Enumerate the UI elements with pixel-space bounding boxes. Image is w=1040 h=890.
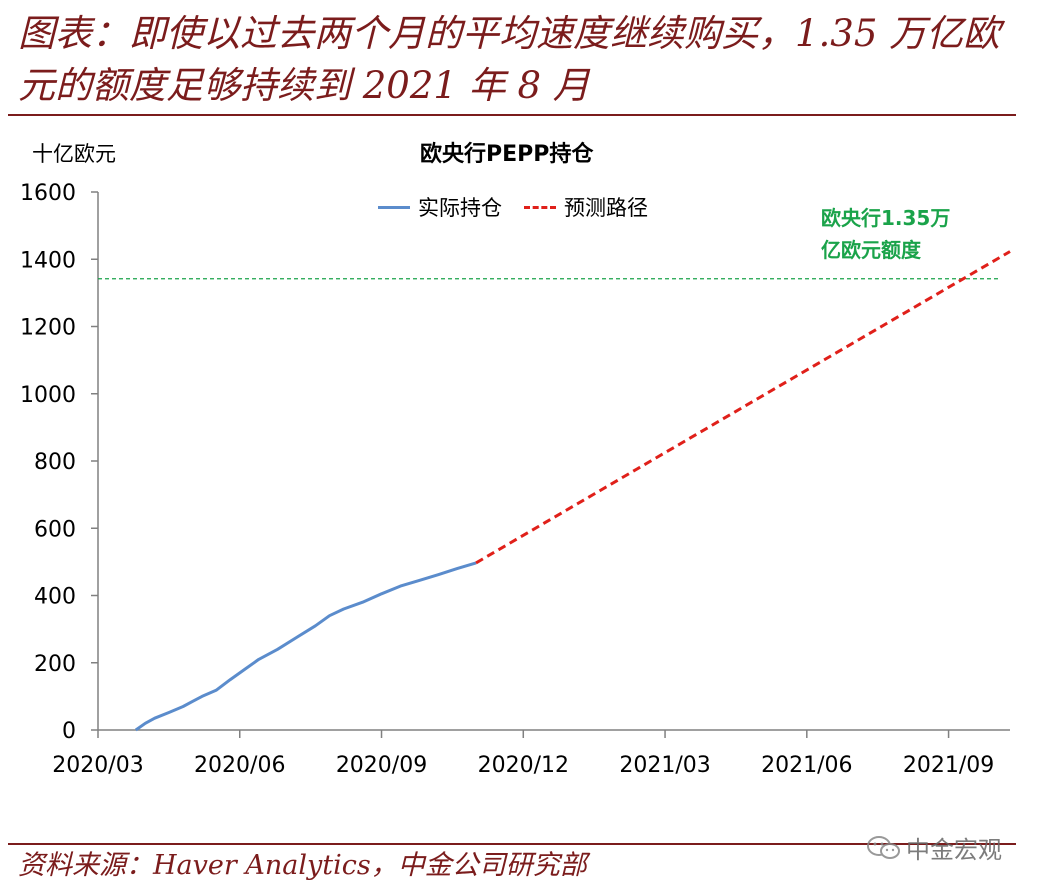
legend-swatch-forecast	[524, 205, 556, 209]
footer-divider	[8, 843, 1016, 845]
series-line-actual	[134, 561, 477, 732]
legend-item-forecast: 预测路径	[524, 192, 648, 222]
x-tick-label: 2021/06	[761, 753, 852, 778]
x-tick-label: 2020/12	[478, 753, 569, 778]
legend-item-actual: 实际持仓	[378, 192, 502, 222]
x-tick-label: 2020/09	[336, 753, 427, 778]
y-tick-label: 1600	[20, 181, 76, 206]
legend-label-actual: 实际持仓	[418, 196, 502, 220]
figure-title: 图表：即使以过去两个月的平均速度继续购买，1.35 万亿欧元的额度足够持续到 2…	[18, 12, 1001, 107]
series-line-forecast	[475, 250, 1011, 565]
x-tick-label: 2020/03	[52, 753, 143, 778]
limit-annotation: 欧央行1.35万 亿欧元额度	[821, 202, 981, 266]
limit-annotation-line2: 亿欧元额度	[821, 238, 921, 262]
y-tick-label: 1400	[20, 248, 76, 273]
y-tick-label: 400	[34, 585, 76, 610]
watermark: 中金宏观	[866, 830, 1002, 865]
legend-swatch-actual	[378, 205, 410, 209]
y-tick-label: 200	[34, 652, 76, 677]
limit-annotation-line1: 欧央行1.35万	[821, 206, 951, 230]
y-tick-label: 0	[62, 719, 76, 744]
y-tick-label: 800	[34, 450, 76, 475]
chart-title: 欧央行PEPP持仓	[420, 142, 594, 167]
y-tick-label: 600	[34, 517, 76, 542]
wechat-icon	[867, 835, 900, 859]
legend-label-forecast: 预测路径	[564, 196, 648, 220]
x-tick-label: 2020/06	[194, 753, 285, 778]
watermark-text: 中金宏观	[906, 836, 1002, 864]
y-axis-unit-label: 十亿欧元	[32, 142, 116, 166]
chart-legend: 实际持仓 预测路径	[378, 192, 648, 222]
y-tick-label: 1000	[20, 383, 76, 408]
title-divider	[8, 114, 1016, 116]
x-tick-label: 2021/09	[903, 753, 994, 778]
source-note: 资料来源：Haver Analytics，中金公司研究部	[18, 850, 587, 881]
x-tick-label: 2021/03	[619, 753, 710, 778]
y-tick-label: 1200	[20, 316, 76, 341]
